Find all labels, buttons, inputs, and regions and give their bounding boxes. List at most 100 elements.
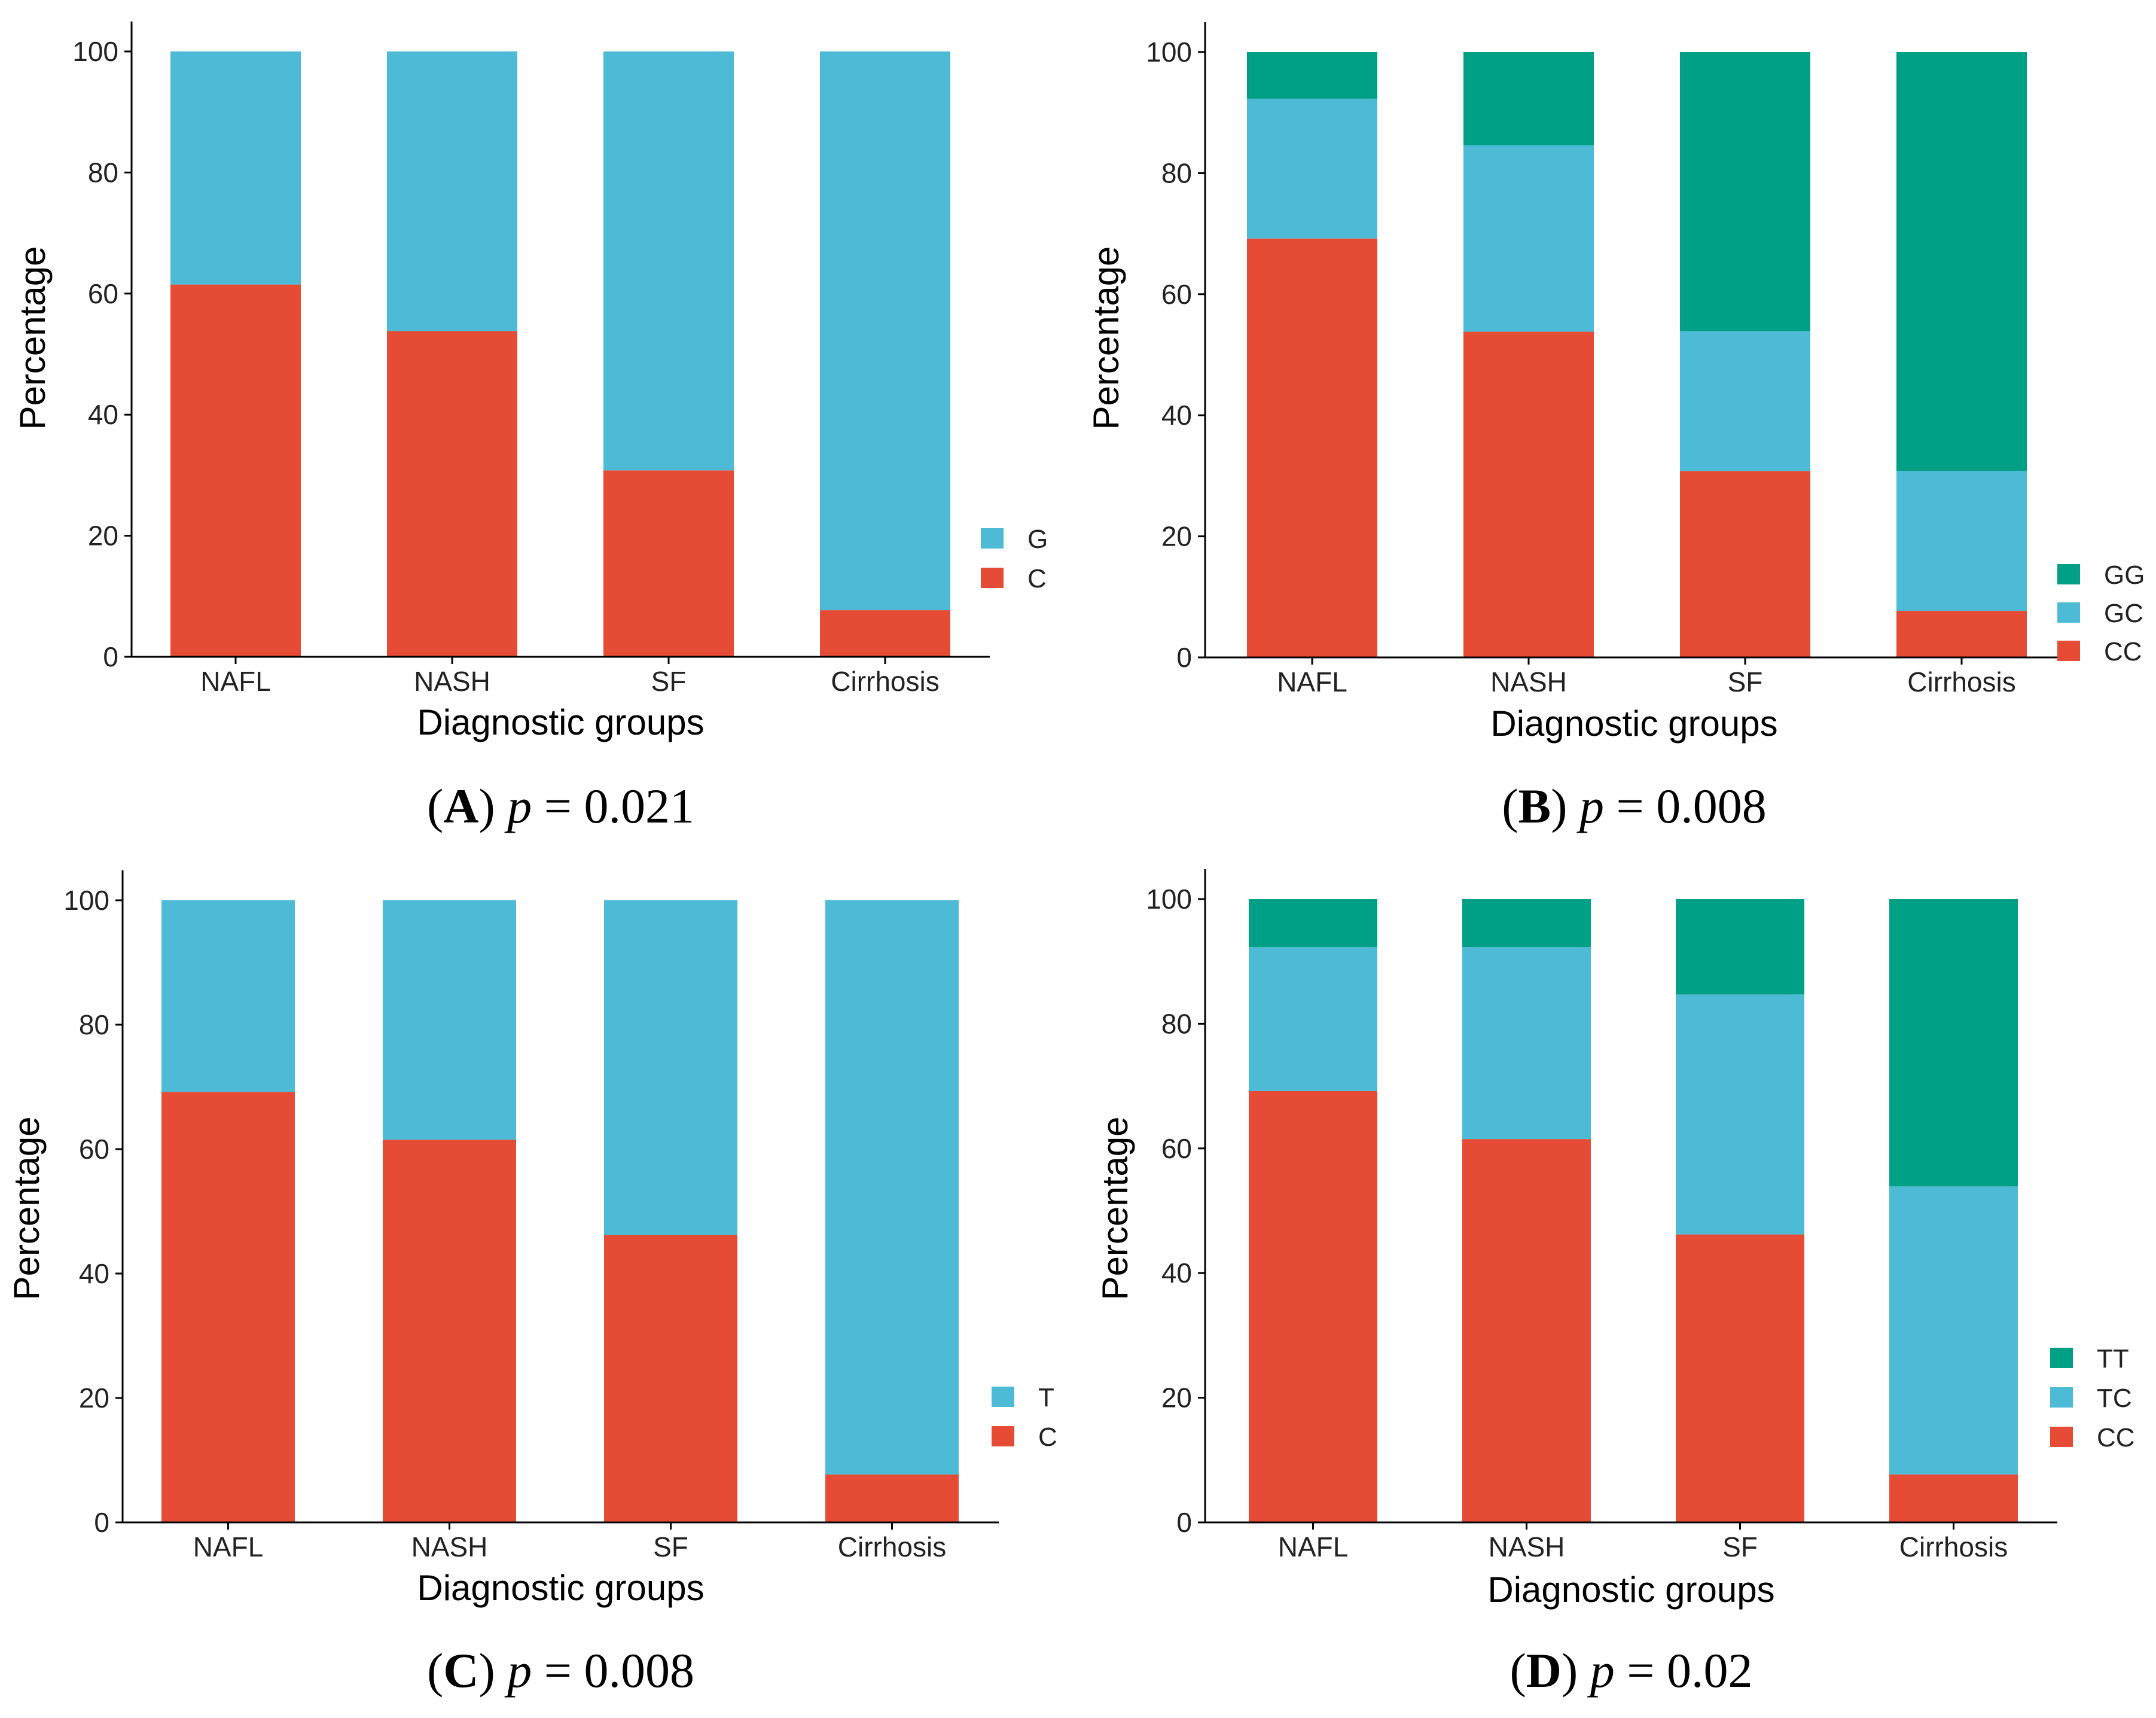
x-tick-label: NASH [1490,666,1567,697]
x-axis-title: Diagnostic groups [417,702,704,742]
bar-tc-cirrhosis [1889,1186,2018,1475]
bar-tc-nafl [1249,947,1377,1091]
y-tick-label: 80 [1161,1008,1192,1039]
bar-gc-nafl [1247,98,1377,239]
bar-cc-nash [1462,1139,1591,1522]
bar-cc-sf [1676,1234,1804,1522]
p-value: 0.008 [1656,779,1767,833]
legend-label-gc: GC [2104,599,2143,628]
bar-c-sf [603,470,734,657]
y-tick-label: 60 [79,1134,109,1165]
y-tick-label: 60 [88,278,118,309]
legend-label-gg: GG [2104,561,2145,590]
x-tick-label: NAFL [200,666,271,697]
y-tick-label: 100 [63,885,109,916]
bar-g-cirrhosis [820,51,950,611]
y-tick-label: 20 [79,1382,109,1414]
legend-label-c: C [1038,1422,1057,1452]
bar-t-cirrhosis [825,900,959,1475]
chart-panel-c: NAFL NASH SF Cirrhosis 0 20 40 60 80 100 Diagnosti… [7,870,1057,1698]
bar-c-nafl [161,1092,295,1522]
bar-cc-nash [1463,331,1594,657]
bar-cc-nafl [1249,1090,1377,1522]
bar-t-nash [383,900,516,1140]
y-tick-label: 80 [79,1009,109,1040]
legend-swatch-gg [2057,564,2080,584]
y-tick-label: 40 [1161,1257,1192,1288]
legend-swatch-cc [2050,1427,2073,1447]
x-axis-title: Diagnostic groups [1490,703,1777,744]
bar-c-nash [387,331,517,657]
panel-letter: D [1526,1643,1562,1698]
chart-panel-b: NAFL NASH SF Cirrhosis 0 20 40 60 80 100 Diagnosti… [1086,22,2145,833]
x-tick-label: NASH [414,666,490,697]
y-axis-title: Percentage [13,246,53,430]
bar-tt-cirrhosis [1889,899,2018,1187]
legend-swatch-tt [2050,1348,2073,1368]
legend-label-g: G [1027,525,1048,554]
y-tick-label: 20 [1161,521,1192,552]
legend-swatch-cc [2057,641,2080,661]
x-axis-title: Diagnostic groups [417,1568,704,1608]
bar-tc-nash [1462,947,1591,1140]
bar-cc-nafl [1247,238,1377,657]
bar-c-nafl [170,284,301,657]
legend-label-c: C [1027,564,1047,593]
y-tick-label: 20 [1161,1382,1192,1414]
panel-caption: (C) p = 0.008 [427,1643,694,1698]
legend-label-tt: TT [2097,1344,2129,1373]
x-axis-title: Diagnostic groups [1487,1570,1774,1610]
bar-tc-sf [1676,994,1804,1235]
bar-tt-nash [1462,899,1591,948]
bar-gc-sf [1680,331,1810,471]
bar-cc-cirrhosis [1889,1474,2018,1522]
bar-g-sf [603,51,734,471]
bar-gg-cirrhosis [1896,52,2027,471]
y-tick-label: 40 [88,399,118,430]
bar-t-sf [604,900,737,1235]
bar-cc-cirrhosis [1896,611,2027,657]
x-tick-label: SF [653,1531,688,1562]
legend-swatch-c [981,568,1004,588]
legend-swatch-t [992,1387,1014,1407]
y-axis-title: Percentage [7,1117,47,1300]
y-tick-label: 0 [94,1507,109,1538]
panel-caption: (B) p = 0.008 [1502,779,1767,833]
p-value: 0.008 [584,1643,695,1698]
x-tick-label: SF [1722,1531,1758,1562]
y-axis-title: Percentage [1095,1117,1135,1300]
panel-caption: (A) p = 0.021 [427,779,694,833]
y-tick-label: 80 [1161,157,1192,188]
legend-label-tc: TC [2097,1384,2132,1413]
bar-c-cirrhosis [825,1474,959,1522]
x-tick-label: NASH [411,1531,488,1562]
bar-c-cirrhosis [820,610,950,657]
x-tick-label: Cirrhosis [1907,666,2015,697]
x-tick-label: NAFL [193,1531,264,1562]
y-tick-label: 100 [72,36,118,67]
bar-c-sf [604,1235,737,1522]
legend-label-cc: CC [2104,637,2142,666]
bar-gc-cirrhosis [1896,471,2027,611]
y-tick-label: 40 [79,1258,109,1289]
x-tick-label: SF [1728,666,1763,697]
panel-letter: A [443,779,478,833]
chart-panel-a: NAFL NASH SF Cirrhosis 0 20 40 60 80 100 Diagnosti… [13,22,1048,833]
x-tick-label: Cirrhosis [831,666,939,697]
y-tick-label: 0 [103,641,118,672]
y-tick-label: 20 [88,520,118,552]
legend-swatch-c [992,1426,1014,1446]
x-tick-label: NAFL [1277,666,1347,697]
bar-tt-sf [1676,899,1804,995]
y-tick-label: 0 [1176,642,1192,673]
x-tick-label: Cirrhosis [838,1531,946,1562]
panel-letter: C [443,1643,478,1698]
bar-g-nafl [170,51,301,285]
bar-gg-nash [1463,52,1594,145]
legend-label-t: T [1038,1383,1054,1412]
y-axis-title: Percentage [1086,246,1126,430]
bar-g-nash [387,51,517,331]
y-tick-label: 80 [88,157,118,188]
bar-gg-sf [1680,52,1810,331]
